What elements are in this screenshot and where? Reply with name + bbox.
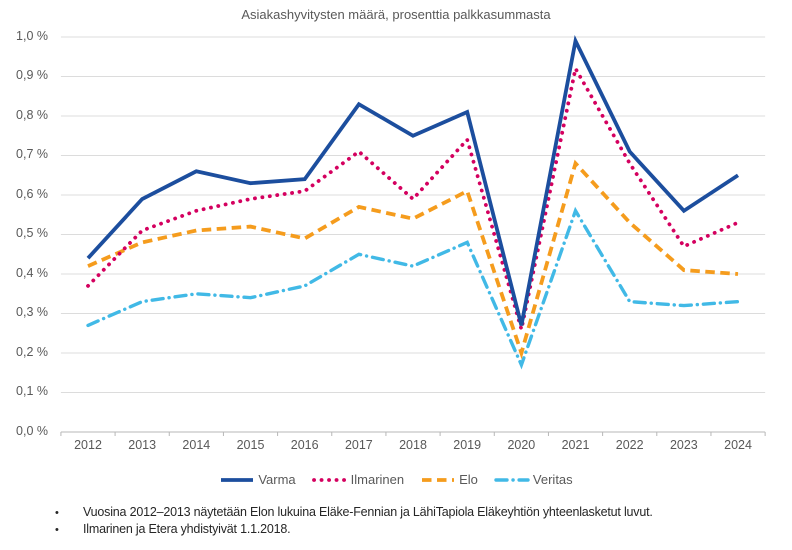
plot-area (60, 34, 766, 436)
footnote-bullet: • (55, 507, 59, 519)
legend-swatch (422, 477, 455, 482)
series-line-elo (87, 159, 739, 360)
footnote-text: Ilmarinen ja Etera yhdistyivät 1.1.2018. (83, 522, 291, 536)
y-axis-label: 0,0 % (16, 423, 48, 438)
y-axis-label: 0,5 % (16, 226, 48, 240)
x-axis-label: 2022 (615, 438, 644, 452)
legend-label: Ilmarinen (350, 472, 405, 487)
legend-label: Veritas (532, 472, 573, 487)
y-axis-label: 0,6 % (16, 186, 48, 201)
y-axis-label: 0,2 % (16, 344, 48, 359)
series-line-varma (86, 34, 740, 326)
series-line-veritas (86, 206, 740, 370)
x-axis-label: 2014 (182, 438, 211, 452)
x-axis-label: 2024 (724, 438, 752, 452)
x-axis-label: 2020 (507, 438, 536, 452)
x-axis-label: 2015 (236, 438, 265, 452)
legend-swatch (311, 477, 348, 482)
footnote-text: Vuosina 2012–2013 näytetään Elon lukuina… (83, 505, 653, 519)
footnote-item: • Ilmarinen ja Etera yhdistyivät 1.1.2018… (55, 522, 765, 536)
chart-title: Asiakashyvitysten määrä, prosenttia palk… (241, 7, 551, 22)
x-axis-label: 2023 (669, 438, 698, 452)
legend-label: Elo (459, 472, 478, 487)
x-axis-label: 2017 (344, 438, 373, 452)
legend-swatch (221, 477, 254, 482)
x-axis-label: 2021 (561, 438, 590, 452)
footnote-item: • Vuosina 2012–2013 näytetään Elon lukuin… (55, 505, 765, 519)
x-axis-label: 2012 (74, 438, 102, 452)
y-axis-label: 0,3 % (16, 305, 48, 319)
y-axis-label: 0,7 % (16, 147, 48, 161)
footnote-bullet: • (55, 524, 59, 536)
y-axis-label: 1,0 % (16, 28, 48, 43)
series-line-ilmarinen (86, 63, 740, 330)
y-axis-label: 0,8 % (16, 107, 48, 122)
x-axis-label: 2018 (399, 438, 427, 452)
y-axis-label: 0,1 % (16, 384, 48, 398)
legend-item-varma: Varma (219, 472, 296, 487)
x-axis-label: 2019 (453, 438, 482, 452)
footnotes: • Vuosina 2012–2013 näytetään Elon lukuin… (55, 505, 765, 539)
legend-item-elo: Elo (420, 472, 478, 487)
legend-item-ilmarinen: Ilmarinen (311, 472, 405, 487)
legend: Varma Ilmarinen Elo Veritas (0, 472, 792, 487)
y-axis-label: 0,9 % (16, 68, 48, 82)
x-axis-label: 2013 (128, 438, 157, 452)
x-axis-label: 2016 (290, 438, 319, 452)
y-axis-label: 0,4 % (16, 265, 48, 280)
legend-label: Varma (258, 472, 296, 487)
legend-swatch (494, 477, 530, 482)
legend-item-veritas: Veritas (494, 472, 573, 487)
